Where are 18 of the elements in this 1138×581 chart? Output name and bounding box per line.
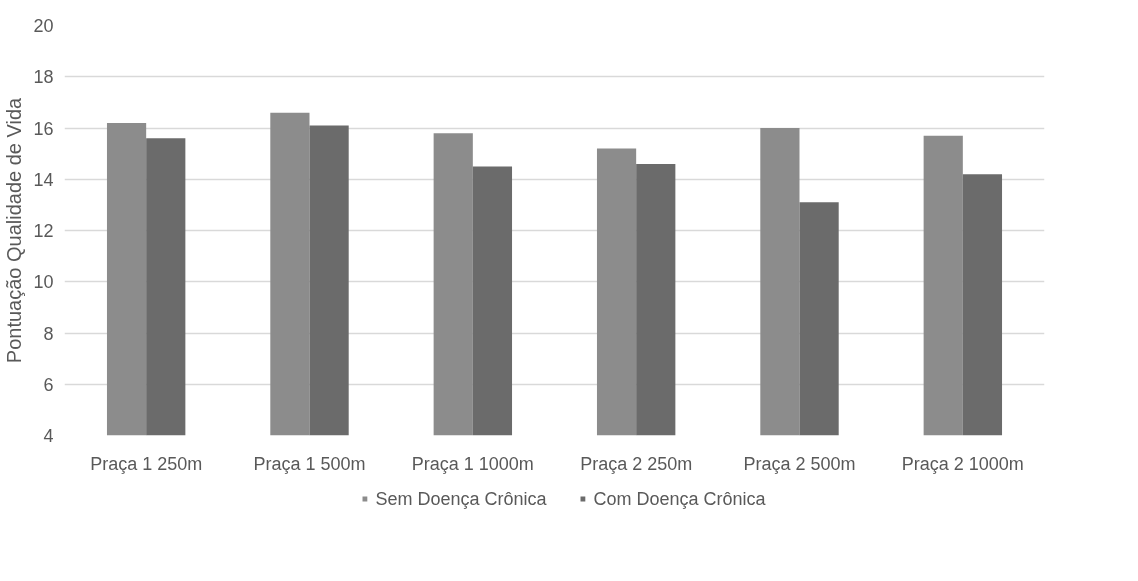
x-tick-label: Praça 1 250m: [90, 453, 203, 474]
x-tick-label: Praça 2 500m: [743, 453, 856, 474]
y-tick-label: 14: [33, 169, 54, 190]
y-tick-label: 20: [33, 16, 54, 36]
x-tick-label: Praça 2 250m: [580, 453, 693, 474]
x-tick-label: Praça 1 500m: [253, 453, 366, 474]
y-axis-title: Pontuação Qualidade de Vida: [3, 96, 26, 364]
y-tick-label: 4: [43, 426, 54, 446]
y-tick-label: 12: [33, 221, 54, 241]
y-tick-label: 6: [43, 374, 54, 395]
y-tick-label: 10: [33, 272, 54, 293]
legend-label: Com Doença Crônica: [593, 488, 766, 509]
y-tick-label: 18: [33, 67, 54, 88]
x-tick-label: Praça 2 1000m: [901, 453, 1024, 474]
x-tick-label: Praça 1 1000m: [411, 453, 534, 474]
y-tick-label: 16: [33, 118, 54, 139]
y-tick-label: 8: [43, 323, 54, 344]
legend-label: Sem Doença Crônica: [375, 488, 547, 509]
